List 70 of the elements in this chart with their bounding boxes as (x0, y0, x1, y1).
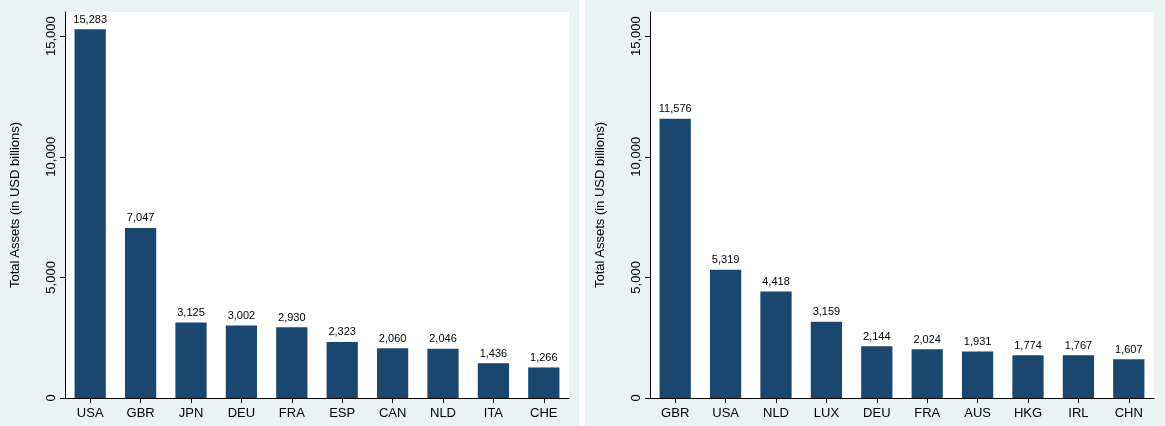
x-tick-label: IRL (1068, 405, 1089, 420)
x-tick-label: FRA (914, 405, 941, 420)
data-label: 2,323 (328, 325, 356, 338)
y-tick-label: 0 (43, 394, 58, 402)
x-tick-label: USA (76, 405, 104, 420)
bar (376, 348, 409, 398)
y-axis-title: Total Assets (in USD billions) (7, 121, 22, 289)
data-label: 2,024 (913, 332, 941, 345)
y-tick-label: 10,000 (43, 136, 58, 177)
y-tick-label: 0 (628, 394, 643, 402)
bar (659, 118, 691, 398)
data-label: 2,144 (863, 329, 891, 342)
bar (225, 325, 258, 398)
bar (810, 321, 843, 398)
x-tick-label: NLD (429, 405, 457, 420)
bar (1062, 355, 1095, 398)
bar (709, 269, 742, 398)
bar (961, 351, 994, 398)
bar (124, 227, 157, 398)
data-label: 2,046 (429, 332, 457, 345)
x-tick-label: ESP (329, 405, 356, 420)
x-tick-label: DEU (863, 405, 891, 420)
bar (1113, 359, 1145, 398)
data-label: 4,418 (762, 274, 790, 287)
x-tick-label: FRA (278, 405, 306, 420)
data-label: 3,002 (227, 309, 256, 322)
bar (528, 367, 560, 398)
data-label: 15,283 (73, 12, 108, 25)
x-tick-label: CHN (1114, 405, 1143, 420)
x-tick-label: GBR (126, 405, 155, 420)
x-tick-label: DEU (227, 405, 256, 420)
bar (861, 346, 893, 398)
data-label: 1,266 (530, 350, 558, 363)
bar (477, 363, 510, 398)
x-tick-label: NLD (762, 405, 790, 420)
data-label: 1,767 (1064, 338, 1093, 351)
y-tick-label: 10,000 (628, 136, 643, 177)
bar (74, 29, 106, 398)
x-tick-label: LUX (813, 405, 840, 420)
bar (911, 349, 943, 398)
data-label: 7,047 (126, 211, 155, 224)
data-label: 1,436 (479, 346, 508, 359)
x-tick-label: CHE (530, 405, 558, 420)
y-tick-label: 5,000 (43, 261, 58, 294)
x-tick-label: AUS (964, 405, 992, 420)
data-label: 1,931 (963, 334, 992, 347)
bar (175, 322, 207, 398)
y-axis-title: Total Assets (in USD billions) (592, 121, 607, 289)
data-label: 3,125 (177, 306, 205, 319)
bar (326, 341, 358, 398)
y-tick-label: 5,000 (628, 261, 643, 294)
x-tick-label: HKG (1013, 405, 1043, 420)
data-label: 1,607 (1115, 342, 1143, 355)
data-label: 11,576 (658, 102, 692, 115)
x-tick-label: ITA (483, 405, 504, 420)
y-tick-label: 15,000 (43, 16, 58, 57)
x-tick-label: USA (712, 405, 740, 420)
bar (760, 291, 792, 398)
data-label: 2,060 (378, 331, 407, 344)
bar (427, 348, 459, 398)
data-label: 2,930 (278, 310, 306, 323)
x-tick-label: GBR (661, 405, 690, 420)
data-label: 1,774 (1014, 338, 1042, 351)
x-tick-label: JPN (178, 405, 204, 420)
bar (1012, 355, 1044, 398)
data-label: 3,159 (812, 305, 841, 318)
data-label: 5,319 (711, 253, 740, 266)
bar (276, 327, 308, 398)
x-tick-label: CAN (378, 405, 407, 420)
y-tick-label: 15,000 (628, 16, 643, 57)
